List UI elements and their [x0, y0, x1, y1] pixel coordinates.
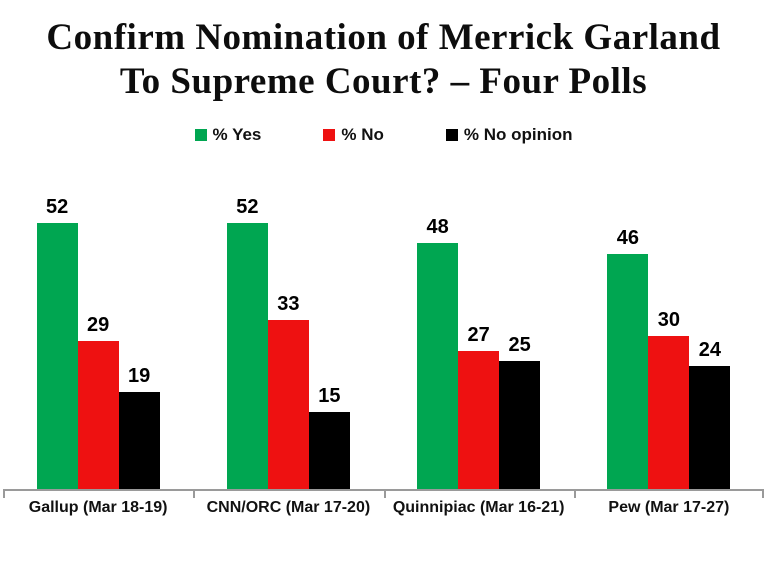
bar-value-label: 48: [426, 216, 449, 239]
bar: 52: [36, 196, 78, 489]
legend-swatch-icon: [194, 129, 207, 141]
bar: 27: [458, 324, 500, 489]
bar: 30: [648, 309, 690, 489]
bar-group: 46 30 24: [574, 182, 764, 489]
category-label: Quinnipiac (Mar 16-21): [392, 499, 565, 516]
bar: 46: [607, 227, 649, 489]
bar-value-label: 33: [277, 293, 300, 316]
bar-value-label: 52: [46, 195, 69, 218]
plot-area: 52 29 19 52 33 15 48 27 25 46 30 24: [3, 182, 764, 489]
category-label: Gallup (Mar 18-19): [28, 499, 168, 516]
bar-value-label: 27: [467, 323, 490, 346]
title-line-2: To Supreme Court? – Four Polls: [119, 61, 648, 102]
bar-value-label: 25: [508, 334, 531, 357]
bar-value-label: 46: [616, 226, 639, 249]
axis-tick: [383, 491, 386, 498]
bar-value-label: 15: [318, 385, 341, 408]
axis-tick: [3, 491, 5, 498]
legend-label: % Yes: [212, 125, 262, 144]
category-label: CNN/ORC (Mar 17-20): [206, 499, 371, 516]
legend-item: % No opinion: [445, 125, 573, 145]
bar: 29: [77, 314, 119, 489]
bar: 52: [226, 196, 268, 489]
axis-tick: [193, 491, 196, 498]
bar: 19: [118, 365, 160, 489]
bar: 48: [417, 216, 459, 489]
bar-value-label: 30: [657, 308, 680, 331]
bar-value-label: 29: [87, 313, 110, 336]
legend: % Yes % No % No opinion: [0, 124, 767, 146]
legend-label: % No: [341, 125, 384, 144]
title-line-1: Confirm Nomination of Merrick Garland: [46, 17, 721, 58]
bar: 24: [689, 339, 731, 489]
axis-tick: [573, 491, 576, 498]
legend-item: % No: [323, 125, 384, 145]
bar-value-label: 52: [236, 195, 259, 218]
page-title: Confirm Nomination of Merrick Garland To…: [0, 16, 767, 104]
bar-group: 52 33 15: [193, 182, 383, 489]
category-label: Pew (Mar 17-27): [608, 499, 730, 516]
bar: 15: [308, 385, 350, 489]
bar-value-label: 24: [698, 339, 721, 362]
x-axis-line: [3, 489, 764, 498]
legend-swatch-icon: [323, 129, 336, 141]
legend-swatch-icon: [445, 129, 458, 141]
bar: 25: [499, 334, 541, 489]
bar-value-label: 19: [128, 364, 151, 387]
legend-label: % No opinion: [463, 125, 573, 144]
axis-tick: [762, 491, 764, 498]
legend-item: % Yes: [194, 125, 262, 145]
bar-group: 52 29 19: [3, 182, 193, 489]
category-labels: Gallup (Mar 18-19) CNN/ORC (Mar 17-20) Qui…: [3, 499, 764, 517]
chart: 52 29 19 52 33 15 48 27 25 46 30 24 Gallup (Mar 18-…: [0, 182, 767, 517]
bar: 33: [267, 293, 309, 489]
bar-group: 48 27 25: [384, 182, 574, 489]
